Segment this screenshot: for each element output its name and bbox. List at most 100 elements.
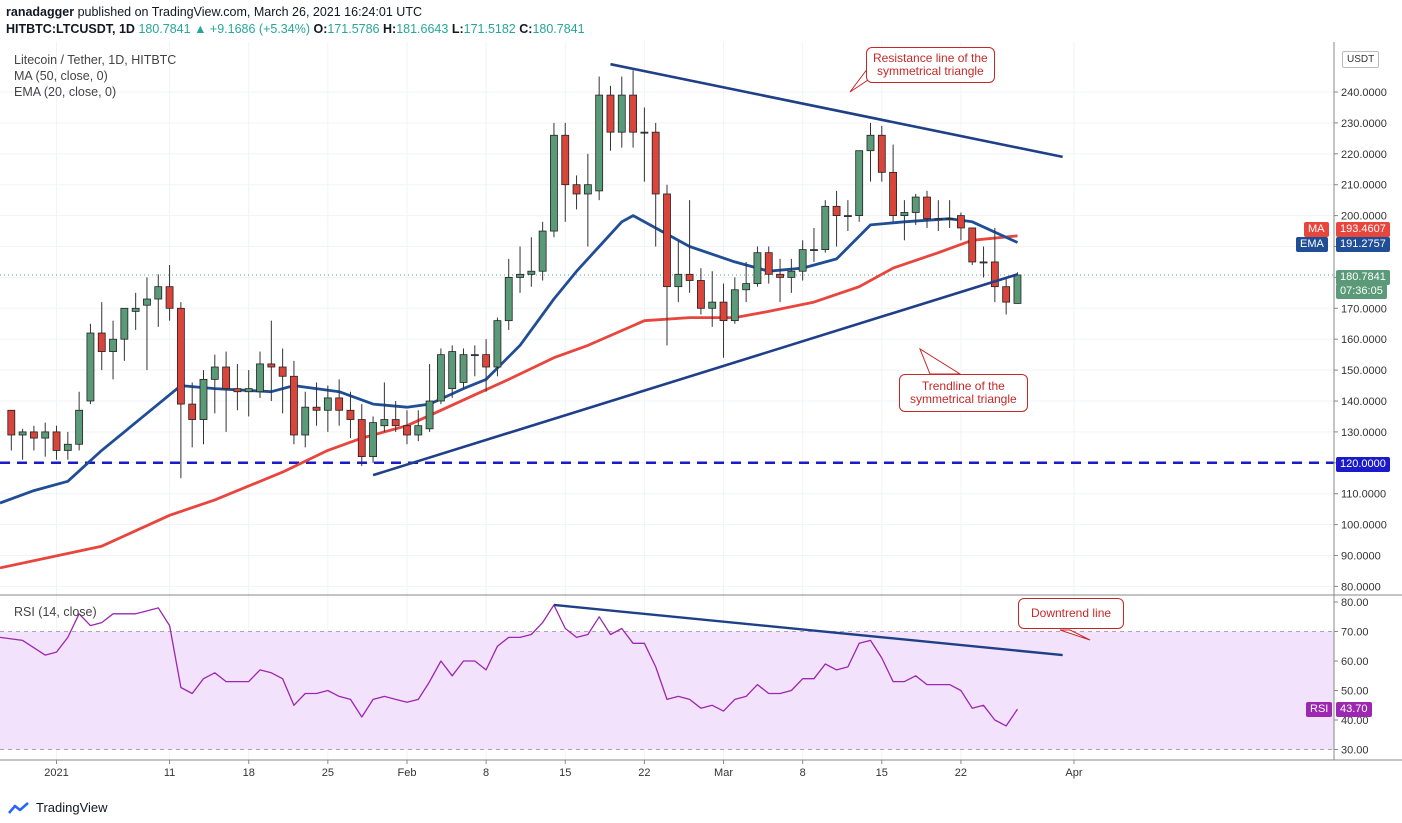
- candle: [685, 200, 694, 293]
- annotation-arrows: [849, 66, 1091, 641]
- currency-label[interactable]: USDT: [1342, 51, 1380, 68]
- downtrend-callout-text: Downtrend line: [1031, 606, 1112, 620]
- candle-body: [674, 273, 683, 288]
- rsi-tick-label: 80.00: [1341, 597, 1369, 609]
- last-price: 180.7841: [138, 22, 191, 36]
- rsi-tick-label: 50.00: [1341, 686, 1369, 698]
- chart-legend: Litecoin / Tether, 1D, HITBTC MA (50, cl…: [14, 52, 176, 100]
- candle-body: [719, 301, 728, 322]
- candle: [244, 370, 253, 417]
- candle: [41, 422, 50, 457]
- candle-body: [640, 131, 649, 134]
- publisher-name[interactable]: ranadagger: [6, 5, 75, 19]
- candle-body: [267, 363, 276, 368]
- candle-body: [165, 286, 174, 309]
- candle-body: [516, 273, 524, 278]
- candle: [312, 382, 321, 426]
- candle: [911, 193, 920, 225]
- candle-body: [414, 425, 423, 436]
- support-price-label: 120.0000: [1336, 457, 1390, 472]
- candle-body: [730, 289, 739, 322]
- candle: [843, 200, 852, 232]
- candle-body: [821, 205, 830, 250]
- candle-body: [7, 409, 16, 436]
- candle-body: [934, 218, 943, 221]
- candle-body: [210, 366, 219, 380]
- candle-body: [199, 378, 208, 420]
- candle: [730, 277, 739, 324]
- candle: [290, 360, 298, 445]
- candle: [1013, 272, 1022, 304]
- ma-legend[interactable]: MA (50, close, 0): [14, 69, 108, 83]
- price-tick-label: 210.0000: [1341, 180, 1387, 192]
- candle-body: [256, 363, 264, 393]
- candle-body: [776, 273, 784, 278]
- candle: [934, 200, 943, 232]
- candle-body: [1013, 274, 1022, 304]
- chart-title: Litecoin / Tether, 1D, HITBTC: [14, 53, 177, 67]
- candle: [459, 348, 468, 389]
- candle-body: [753, 252, 762, 284]
- candle: [877, 125, 886, 182]
- candle-body: [742, 283, 751, 291]
- rsi-line: [0, 604, 1019, 727]
- candle: [832, 190, 841, 247]
- candle-body: [968, 227, 977, 263]
- candle-body: [448, 351, 457, 390]
- candle-body: [323, 397, 332, 411]
- candle-body: [1002, 286, 1011, 303]
- price-change: ▲ +9.1686 (+5.34%): [194, 22, 310, 36]
- candle: [86, 323, 95, 405]
- close-value: 180.7841: [532, 22, 585, 36]
- candle-body: [945, 218, 954, 221]
- candle: [538, 221, 547, 281]
- trendline-callout: Trendline of the symmetrical triangle: [899, 374, 1028, 412]
- time-tick-label: Feb: [397, 767, 416, 779]
- candle-body: [233, 388, 242, 393]
- candle: [821, 200, 830, 253]
- ema-legend[interactable]: EMA (20, close, 0): [14, 85, 117, 99]
- ma-tag: MA: [1304, 222, 1329, 237]
- candle-body: [697, 280, 705, 309]
- rsi-downtrend-line: [553, 603, 1063, 657]
- candle: [222, 351, 231, 432]
- candle: [923, 190, 931, 228]
- candle: [742, 261, 751, 303]
- candle: [335, 379, 344, 426]
- candle-body: [86, 332, 95, 402]
- candle: [900, 200, 909, 241]
- price-tick-label: 220.0000: [1341, 149, 1387, 161]
- triangle-support-trendline: [372, 273, 1018, 477]
- candle-body: [222, 366, 231, 390]
- candle: [719, 283, 728, 358]
- candle: [810, 227, 818, 262]
- price-tick-label: 200.0000: [1341, 211, 1387, 223]
- candle: [131, 292, 140, 330]
- price-tick-label: 110.0000: [1341, 489, 1386, 501]
- candle: [504, 258, 513, 330]
- candle-body: [482, 354, 491, 368]
- resistance-callout-line-1: Resistance line of the: [873, 51, 988, 65]
- candle: [75, 391, 84, 451]
- rsi-tick-label: 40.00: [1341, 715, 1369, 727]
- candle: [391, 401, 400, 432]
- candle-body: [470, 354, 479, 357]
- candle: [52, 425, 61, 460]
- candle-body: [244, 388, 253, 393]
- candle-body: [120, 307, 129, 340]
- candle-body: [403, 425, 411, 436]
- footer-brand[interactable]: TradingView: [36, 800, 108, 815]
- candle: [516, 246, 524, 293]
- ema-tag: EMA: [1296, 237, 1328, 252]
- candle-body: [504, 276, 513, 322]
- candle: [7, 409, 16, 451]
- candle-body: [357, 419, 366, 458]
- ma-price-label: 193.4607: [1336, 222, 1390, 237]
- candle: [957, 212, 965, 241]
- candle-body: [583, 184, 592, 195]
- rsi-band-fill: [0, 631, 1334, 750]
- resistance-callout: Resistance line of the symmetrical trian…: [866, 47, 995, 83]
- candle-body: [572, 184, 581, 195]
- high-label: H:: [382, 22, 397, 36]
